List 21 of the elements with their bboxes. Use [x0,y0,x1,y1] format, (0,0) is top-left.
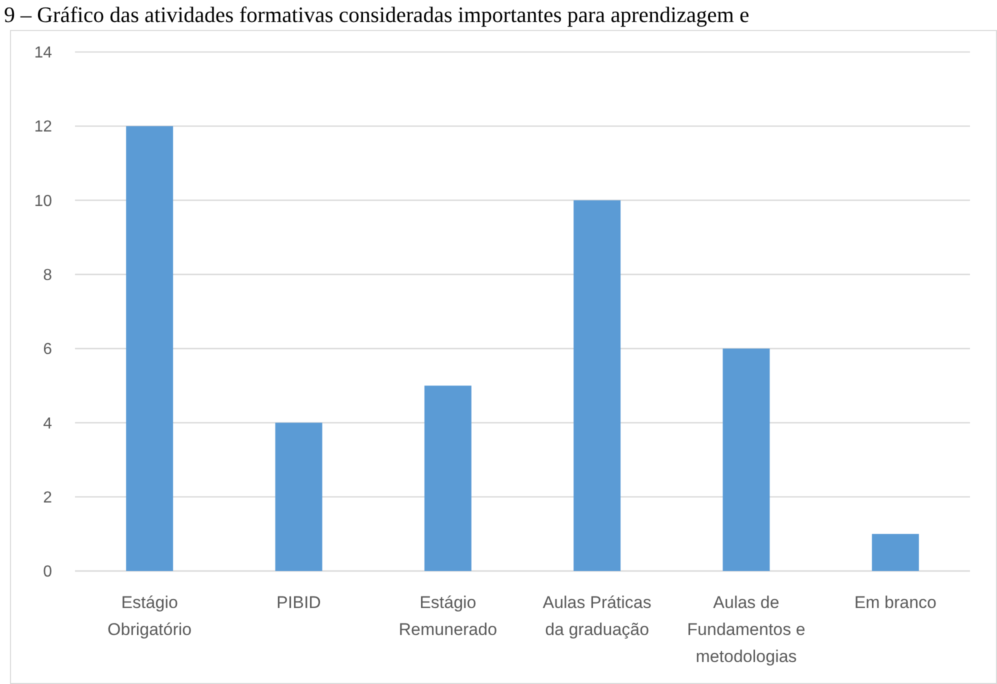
x-tick-label: Em branco [854,593,937,612]
y-tick-label: 0 [43,564,52,581]
bar [574,200,621,571]
x-tick-label: Estágio Remunerado [398,593,498,639]
y-tick-label: 14 [34,44,52,62]
y-tick-label: 8 [43,267,52,284]
x-tick-label: Estágio Obrigatório [108,593,192,639]
y-tick-label: 4 [43,415,52,432]
x-tick-label: Aulas de Fundamentos e metodologias [687,593,806,666]
bar [126,126,174,571]
bar [424,386,472,571]
y-tick-label: 2 [43,489,52,506]
bar [275,422,322,571]
y-tick-label: 10 [34,192,52,210]
bar [722,348,770,571]
x-tick-label: Aulas Práticas da graduação [542,593,652,639]
y-tick-label: 6 [43,341,52,358]
bar [872,534,919,571]
x-tick-label: PIBID [276,593,321,612]
y-tick-label: 12 [34,118,52,136]
chart-title: 9 – Gráfico das atividades formativas consideradas importantes para aprendizagem e [4,2,750,27]
